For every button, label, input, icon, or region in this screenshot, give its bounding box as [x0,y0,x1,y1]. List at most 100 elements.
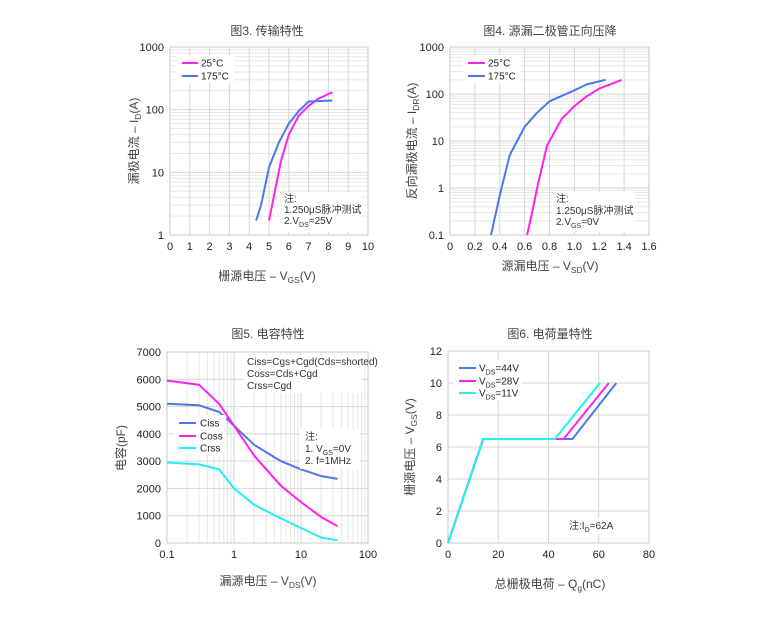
note-box [300,429,360,469]
series-line-1 [166,379,338,527]
chart-5: 0.1 1 10 10001000200030004000500060007000Ci… [113,326,378,590]
y-axis-label-text: 反向漏极电流 – I [404,111,419,200]
legend-entry-text: 25°C [201,59,223,70]
x-tick-label: 0.6 [517,241,532,253]
note-line-text: 2.V [556,217,571,228]
y-tick-label: 5000 [137,402,161,414]
y-axis-label-text: 电容(pF) [113,425,128,471]
x-tick-label: 0 [445,549,451,561]
y-tick-label: 100 [426,89,444,101]
x-axis-label-text-post: (V) [300,269,316,283]
legend-entry-text: 25°C [488,59,510,70]
y-tick-label: 10 [430,378,442,390]
x-tick-label: 100 [359,549,377,561]
x-tick-label: 10 [362,241,374,253]
plot-area [449,46,650,236]
note-box [552,192,634,232]
x-tick-label: 40 [542,549,554,561]
x-axis-label-text-post: (V) [301,574,317,588]
legend-entry-text: V [479,389,486,400]
note-line-text-post: =0V [581,217,599,228]
x-axis-label: 栅源电压 – VGS(V) [218,268,315,285]
legend-entry: VDS=11V [479,389,519,402]
y-tick-label: 100 [146,105,164,117]
series-line-0 [526,78,622,236]
y-axis-label: 漏极电流 – ID(A) [127,98,143,185]
y-tick-label: 1000 [137,511,161,523]
x-axis-label-text-post: (V) [583,259,599,273]
y-tick-label: 0 [436,538,442,550]
legend-entry: 25°C [488,59,510,70]
chart-title: 图6. 电荷量特性 [507,326,592,341]
legend-entry-text: Crss [200,444,221,455]
series-line-0 [268,91,333,221]
legend-entry: 175°C [488,72,516,83]
x-tick-label: 10 [295,549,307,561]
x-tick-label: 0.2 [467,241,482,253]
note-line: 2. f=1MHz [305,456,351,467]
x-tick-label: 80 [643,549,655,561]
y-axis-label-text-post: (A) [405,83,419,99]
legend-entry: VDS=28V [479,377,519,390]
note-line-text: 2. f=1MHz [305,456,351,467]
x-tick-label: 7 [306,241,312,253]
y-axis-label-subscript: DR [411,99,421,111]
chart-title: 图5. 电容特性 [231,326,304,341]
x-axis-label-text: 总栅极电荷 – Q [495,576,578,591]
y-tick-label: 3000 [137,456,161,468]
note-box [565,518,627,534]
series-line-1 [255,99,333,221]
y-tick-label: 0.1 [429,230,444,242]
x-tick-label: 20 [492,549,504,561]
series-line-1 [490,78,606,236]
plot-area [169,46,369,236]
x-tick-label: 60 [593,549,605,561]
x-tick-label: 6 [286,241,292,253]
legend-box [176,55,234,83]
x-tick-label: 1 [231,549,237,561]
annotation-line: Crss=Cgd [247,381,292,392]
legend-entry: 25°C [201,59,223,70]
y-tick-label: 10 [152,167,164,179]
y-axis-label: 栅源电压 – VGS(V) [402,398,419,495]
x-tick-label: 1.6 [641,241,656,253]
legend-entry: Crss [200,444,221,455]
legend-entry-text-post: =28V [495,377,519,388]
y-tick-label: 8 [436,410,442,422]
x-tick-label: 0.8 [542,241,557,253]
x-tick-label: 9 [345,241,351,253]
legend-entry-subscript: DS [486,395,496,402]
y-tick-label: 0 [155,538,161,550]
legend-entry-text: 175°C [201,72,229,83]
x-axis-label-text: 漏源电压 – V [220,574,289,588]
x-tick-label: 5 [266,241,272,253]
note-line-text: 1.250μS脉冲测试 [556,204,633,217]
x-axis-label-subscript: GS [288,275,301,285]
x-tick-label: 8 [325,241,331,253]
annotation-box [244,355,362,393]
y-tick-label: 4 [436,474,442,486]
legend-entry: 175°C [201,72,229,83]
x-axis-label-subscript: SD [571,265,583,275]
x-tick-label: 2 [207,241,213,253]
legend-entry: Ciss [200,419,219,430]
x-tick-label: 0.4 [492,241,507,253]
y-tick-label: 1000 [140,42,164,54]
x-tick-label: 1 [187,241,193,253]
y-tick-label: 7000 [137,347,161,359]
x-axis-label-text: 源漏电压 – V [502,259,571,273]
y-axis-label-text-post: (A) [127,98,141,114]
legend-entry-subscript: DS [486,383,496,390]
note-line-subscript: GS [571,223,581,230]
note-line-text: 注: [305,430,318,443]
note-line-text: 1.250μS脉冲测试 [284,203,361,216]
note-line: 1.250μS脉冲测试 [284,203,361,216]
note-line-subscript: DS [299,222,309,229]
note-line-text: 2.V [284,216,299,227]
note-line-text-post: =25V [309,216,333,227]
plot-area [166,351,369,544]
note-line: 2.VDS=25V [284,216,333,229]
note-line: 注:ID=62A [569,519,614,534]
y-axis-label: 反向漏极电流 – IDR(A) [404,83,421,200]
note-line-text-post: =62A [590,521,614,532]
